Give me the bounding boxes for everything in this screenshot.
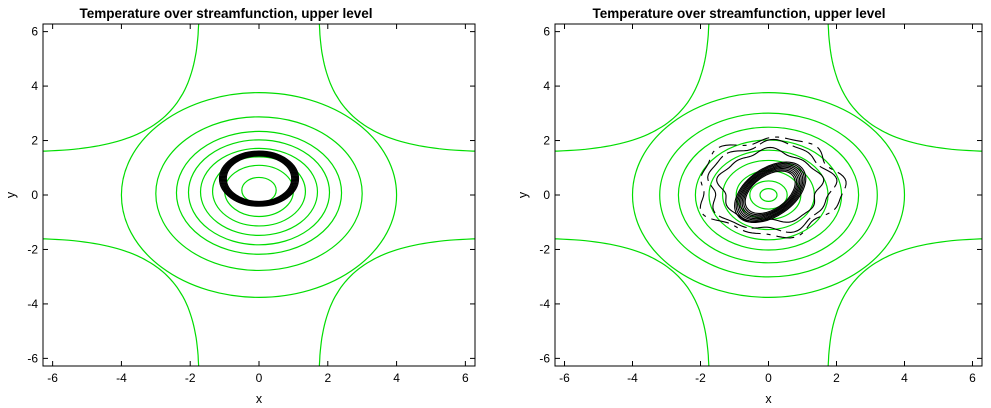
- streamfunction-contour: [631, 92, 906, 298]
- x-tick-label: -6: [559, 371, 570, 385]
- y-tick-label: -2: [539, 242, 550, 256]
- streamfunction-contour: [199, 147, 319, 236]
- y-tick-label: -4: [27, 297, 38, 311]
- y-tick-label: 2: [31, 134, 38, 148]
- temperature-filament: [707, 138, 838, 233]
- plot-area: [555, 24, 982, 366]
- streamfunction-contour: [211, 156, 307, 227]
- chart-title: Temperature over streamfunction, upper l…: [592, 6, 885, 21]
- x-axis-label: x: [765, 392, 772, 406]
- streamfunction-open-contour: [318, 238, 475, 366]
- streamfunction-open-contour: [318, 24, 475, 152]
- x-tick-label: 4: [901, 371, 908, 385]
- streamfunction-contour: [759, 188, 778, 202]
- temperature-contour: [741, 167, 799, 217]
- temperature-contour: [222, 153, 296, 205]
- temperature-contour: [734, 161, 807, 224]
- x-tick-label: -2: [185, 371, 196, 385]
- temperature-contour: [223, 153, 295, 204]
- streamfunction-contour: [120, 92, 398, 298]
- temperature-contour: [220, 151, 298, 206]
- streamfunction-contour: [677, 126, 860, 264]
- y-axis-label: y: [516, 191, 530, 198]
- x-tick-label: 0: [765, 371, 772, 385]
- temperature-contour: [743, 169, 798, 216]
- streamfunction-contour: [224, 164, 294, 218]
- x-tick-label: 0: [256, 371, 263, 385]
- x-tick-label: -2: [695, 371, 706, 385]
- x-tick-label: 6: [462, 371, 469, 385]
- axis-ticks: -6 -4 -2 0 2 4 6 -6 -4 -2 0 2 4 6: [539, 24, 982, 385]
- chart-title: Temperature over streamfunction, upper l…: [79, 6, 372, 21]
- temperature-contour: [735, 162, 805, 222]
- y-tick-label: -2: [27, 242, 38, 256]
- x-tick-label: 6: [969, 371, 976, 385]
- plot-frame: [42, 23, 476, 367]
- streamfunction-contour: [155, 116, 363, 272]
- x-axis-label: x: [256, 392, 263, 406]
- y-tick-label: 2: [543, 134, 550, 148]
- x-tick-label: -6: [47, 371, 58, 385]
- y-tick-label: -4: [539, 297, 550, 311]
- streamfunction-contour: [708, 149, 829, 241]
- chart-panel-left: Temperature over streamfunction, upper l…: [4, 6, 476, 406]
- temperature-contour: [225, 155, 293, 202]
- temperature-contour: [219, 151, 299, 207]
- streamfunction-contour: [749, 180, 788, 210]
- streamfunction-contour: [187, 139, 331, 246]
- streamfunction-contour: [175, 130, 343, 255]
- y-tick-label: 0: [31, 188, 38, 202]
- streamfunction-contour: [694, 139, 843, 251]
- temperature-contour: [221, 152, 297, 205]
- y-tick-label: 4: [31, 79, 38, 93]
- streamfunction-contour: [241, 176, 277, 204]
- x-tick-label: 4: [393, 371, 400, 385]
- temperature-contour: [740, 166, 801, 218]
- temperature-filament: [716, 146, 825, 223]
- temperature-contour: [218, 150, 300, 207]
- temperature-contour: [738, 165, 802, 220]
- x-tick-label: -4: [627, 371, 638, 385]
- streamfunction-open-contour: [43, 238, 200, 366]
- y-tick-label: -6: [539, 351, 550, 365]
- temperature-contour: [737, 164, 804, 221]
- streamfunction-open-contour: [555, 238, 710, 366]
- y-tick-label: 6: [31, 25, 38, 39]
- axis-ticks: -6 -4 -2 0 2 4 6 -6 -4 -2 0 2 4 6: [27, 24, 475, 385]
- y-axis-label: y: [4, 191, 18, 198]
- streamfunction-open-contour: [555, 24, 710, 152]
- x-tick-label: -4: [116, 371, 127, 385]
- streamfunction-open-contour: [43, 24, 200, 152]
- streamfunction-open-contour: [827, 24, 982, 152]
- y-tick-label: 6: [543, 25, 550, 39]
- x-tick-label: 2: [324, 371, 331, 385]
- temperature-contour: [224, 154, 294, 203]
- y-tick-label: 4: [543, 79, 550, 93]
- plot-area: [43, 24, 475, 366]
- streamfunction-contour: [659, 112, 878, 278]
- plot-frame: [554, 23, 983, 367]
- y-tick-label: 0: [543, 188, 550, 202]
- streamfunction-open-contour: [827, 238, 982, 366]
- x-tick-label: 2: [833, 371, 840, 385]
- temperature-contour: [744, 170, 796, 215]
- y-tick-label: -6: [27, 351, 38, 365]
- chart-panel-right: Temperature over streamfunction, upper l…: [516, 6, 983, 406]
